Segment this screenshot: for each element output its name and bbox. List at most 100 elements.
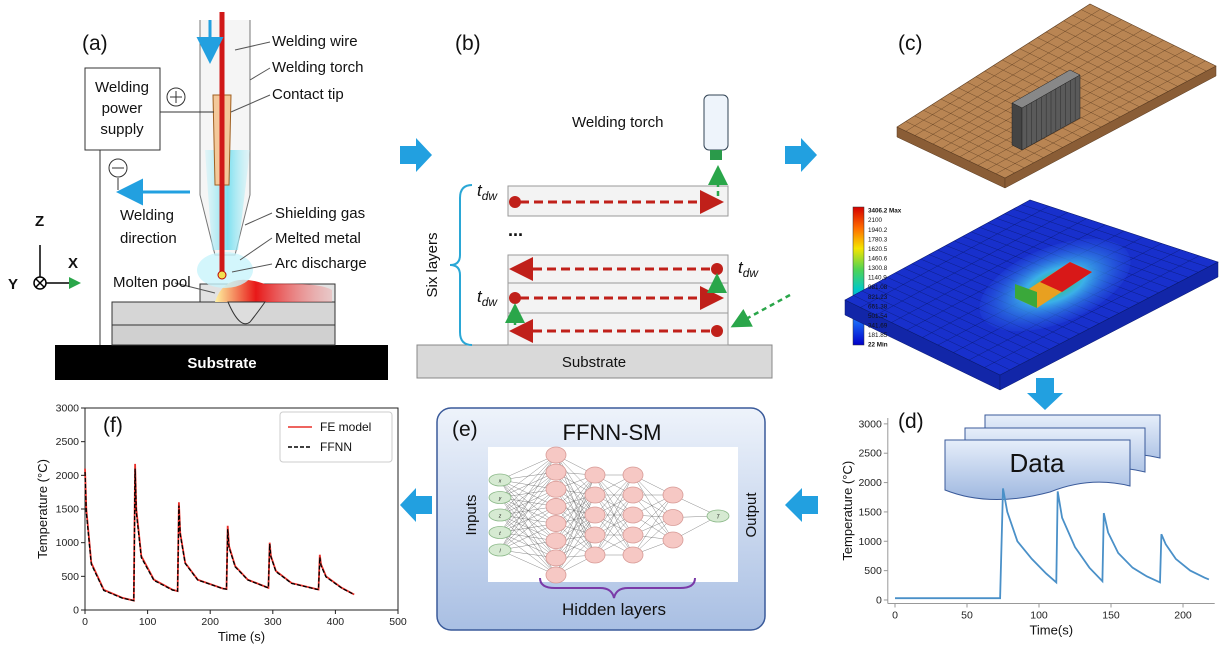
label: Substrate bbox=[562, 354, 626, 371]
torch-tip bbox=[710, 150, 722, 160]
x-tick-label: 200 bbox=[1174, 610, 1192, 622]
nn-node bbox=[546, 464, 566, 480]
input-node-label: y bbox=[498, 496, 502, 502]
nn-node bbox=[546, 550, 566, 566]
nn-node bbox=[623, 527, 643, 543]
y-tick-label: 2500 bbox=[858, 448, 882, 460]
x-tick-label: 100 bbox=[139, 616, 157, 628]
y-tick-label: 3000 bbox=[858, 418, 882, 430]
label: Shielding gas bbox=[275, 205, 365, 222]
nn-node bbox=[623, 507, 643, 523]
six-layers: Six layers bbox=[424, 232, 441, 297]
nn-node bbox=[585, 527, 605, 543]
panel-label: (c) bbox=[898, 32, 923, 55]
label: Arc discharge bbox=[275, 255, 367, 272]
power-label: supply bbox=[100, 121, 144, 138]
x-axis-label: Time (s) bbox=[218, 629, 265, 644]
colorbar-label: 501.54 bbox=[868, 313, 888, 320]
nn-node bbox=[623, 547, 643, 563]
y-axis-label: Temperature (°C) bbox=[840, 461, 855, 561]
nn-node bbox=[546, 567, 566, 583]
nn-node bbox=[585, 487, 605, 503]
axis-name: X bbox=[68, 255, 78, 272]
dwell-label: tdw bbox=[738, 258, 759, 280]
data-label: Data bbox=[1010, 448, 1065, 478]
nn-node bbox=[585, 467, 605, 483]
x-tick-label: 0 bbox=[892, 610, 898, 622]
x-tick-label: 0 bbox=[82, 616, 88, 628]
inputs-label: Inputs bbox=[463, 495, 480, 536]
plate bbox=[112, 325, 335, 345]
layers bbox=[508, 186, 728, 345]
colorbar-label: 1460.6 bbox=[868, 256, 888, 263]
y-tick-label: 1500 bbox=[56, 504, 80, 516]
panel-label: (d) bbox=[898, 410, 924, 433]
y-tick-label: 500 bbox=[61, 571, 79, 583]
label: direction bbox=[120, 230, 177, 247]
x-tick-label: 100 bbox=[1030, 610, 1048, 622]
nn-node bbox=[585, 547, 605, 563]
colorbar-label: 2100 bbox=[868, 217, 883, 224]
figure: xyztlT (a) Welding power supply Welding … bbox=[0, 0, 1219, 651]
nn-node bbox=[663, 487, 683, 503]
x-tick-label: 400 bbox=[327, 616, 345, 628]
y-axis-label: Temperature (°C) bbox=[35, 459, 50, 559]
colorbar-label: 661.38 bbox=[868, 303, 888, 310]
nn-node bbox=[546, 481, 566, 497]
colorbar-label: 1780.3 bbox=[868, 236, 888, 243]
panel-label: (a) bbox=[82, 32, 108, 55]
x-tick-label: 500 bbox=[389, 616, 407, 628]
colorbar-label: 1620.5 bbox=[868, 246, 888, 253]
label: Welding wire bbox=[272, 33, 358, 50]
panel-label: (f) bbox=[103, 414, 123, 437]
label: Substrate bbox=[187, 355, 256, 372]
colorbar-label: 3406.2 Max bbox=[868, 208, 902, 215]
nn-node bbox=[546, 447, 566, 463]
series-line bbox=[895, 488, 1209, 598]
series-line bbox=[85, 464, 354, 601]
output-label: Output bbox=[743, 492, 760, 538]
panel-label: (b) bbox=[455, 32, 481, 55]
dwell-label: tdw bbox=[477, 181, 498, 203]
axis-name: Z bbox=[35, 213, 44, 230]
label: Contact tip bbox=[272, 86, 344, 103]
ellipsis: ... bbox=[508, 220, 523, 240]
label: Welding torch bbox=[572, 114, 663, 131]
x-tick-label: 200 bbox=[201, 616, 219, 628]
x-tick-label: 300 bbox=[264, 616, 282, 628]
nn-node bbox=[546, 533, 566, 549]
legend-label: FFNN bbox=[320, 440, 352, 454]
input-node-label: z bbox=[498, 513, 502, 519]
y-tick-label: 3000 bbox=[56, 403, 80, 415]
colorbar-label: 821.23 bbox=[868, 294, 888, 301]
plate bbox=[112, 302, 335, 325]
y-tick-label: 500 bbox=[864, 565, 882, 577]
colorbar-label: 22 Min bbox=[868, 342, 888, 349]
torch-icon bbox=[704, 95, 728, 150]
legend-label: FE model bbox=[320, 420, 371, 434]
x-tick-label: 150 bbox=[1102, 610, 1120, 622]
panel-label: (e) bbox=[452, 418, 478, 441]
colorbar-label: 981.08 bbox=[868, 284, 888, 291]
colorbar-label: 181.85 bbox=[868, 332, 888, 339]
y-tick-label: 1000 bbox=[858, 536, 882, 548]
label: Melted metal bbox=[275, 230, 361, 247]
nn-node bbox=[585, 507, 605, 523]
label: Welding torch bbox=[272, 59, 363, 76]
nn-node bbox=[546, 516, 566, 532]
dwell-sub: dw bbox=[482, 295, 499, 309]
mesh-layer bbox=[845, 4, 1218, 390]
hidden-label: Hidden layers bbox=[562, 600, 666, 619]
nn-node bbox=[546, 498, 566, 514]
power-label: Welding bbox=[95, 79, 149, 96]
colorbar-label: 1940.2 bbox=[868, 227, 888, 234]
axis-name: Y bbox=[8, 276, 18, 293]
nn-node bbox=[663, 532, 683, 548]
ffnn-title: FFNN-SM bbox=[563, 420, 662, 445]
colorbar-label: 1300.8 bbox=[868, 265, 888, 272]
series-line bbox=[85, 469, 354, 601]
brace bbox=[450, 185, 472, 345]
dwell-sub: dw bbox=[482, 189, 499, 203]
y-tick-label: 1500 bbox=[858, 506, 882, 518]
y-tick-label: 2000 bbox=[56, 470, 80, 482]
